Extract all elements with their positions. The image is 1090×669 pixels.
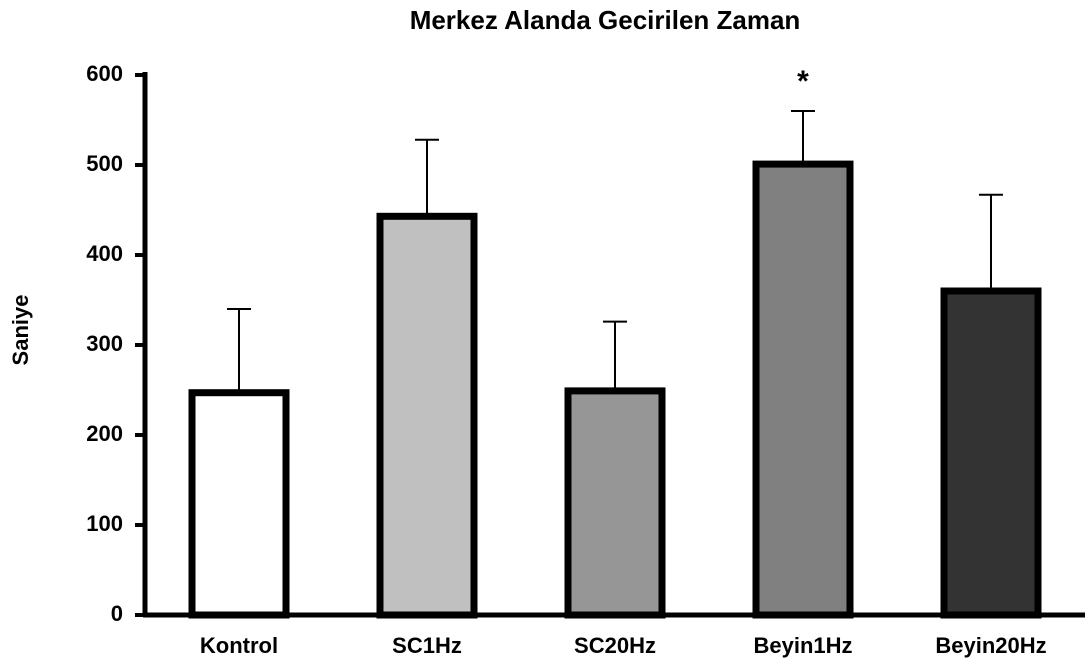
x-tick-label: Beyin20Hz <box>935 633 1046 658</box>
chart-title: Merkez Alanda Gecirilen Zaman <box>410 5 801 35</box>
y-tick-label: 500 <box>86 151 123 176</box>
y-axis-label: Saniye <box>8 295 33 366</box>
y-tick-label: 100 <box>86 511 123 536</box>
bar <box>376 212 478 619</box>
bar <box>188 389 290 619</box>
bar <box>940 287 1042 619</box>
y-tick-label: 300 <box>86 331 123 356</box>
x-tick-label: Beyin1Hz <box>753 633 852 658</box>
y-tick-label: 200 <box>86 421 123 446</box>
x-tick-label: SC1Hz <box>392 633 462 658</box>
bar <box>564 387 666 619</box>
x-tick-label: Kontrol <box>200 633 278 658</box>
y-tick-label: 400 <box>86 241 123 266</box>
x-tick-label: SC20Hz <box>574 633 656 658</box>
y-tick-label: 0 <box>111 601 123 626</box>
annotation: * <box>797 65 809 98</box>
bar <box>752 160 854 619</box>
y-tick-label: 600 <box>86 61 123 86</box>
